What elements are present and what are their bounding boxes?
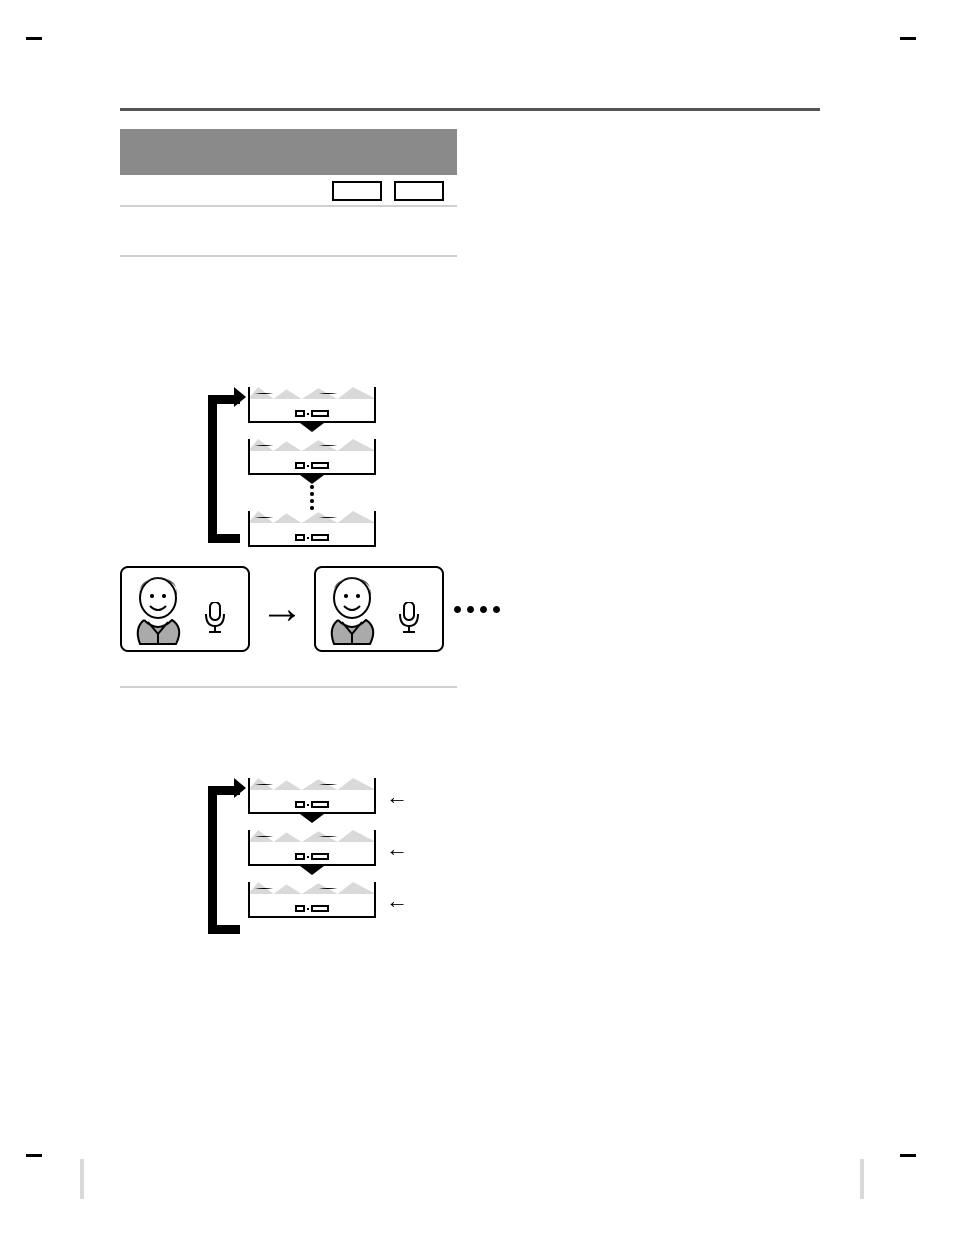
illustration-frame	[314, 566, 444, 652]
illustration-frame	[120, 566, 250, 652]
down-arrow-icon	[300, 866, 324, 875]
loop-diagram-bottom: ← ← ←	[120, 778, 457, 948]
illustration-sequence: →	[120, 566, 500, 652]
down-arrow-icon	[300, 475, 324, 484]
person-icon	[324, 574, 384, 646]
button-2[interactable]	[394, 181, 444, 201]
crop-mark	[900, 37, 916, 40]
button-1[interactable]	[332, 181, 382, 201]
top-rule	[120, 108, 820, 111]
right-arrow-icon: →	[260, 587, 304, 631]
loop-arrowhead-icon	[234, 387, 246, 407]
film-strip	[248, 830, 376, 866]
left-arrow-icon: ←	[386, 888, 408, 914]
down-arrow-icon	[300, 814, 324, 823]
ellipsis-vertical-icon	[310, 485, 314, 510]
person-icon	[130, 574, 190, 646]
crop-mark	[900, 1154, 916, 1157]
button-row	[332, 181, 820, 201]
film-strip	[248, 387, 376, 423]
page-content: →	[120, 108, 820, 948]
down-arrow-icon	[300, 423, 324, 432]
section-header	[120, 129, 457, 175]
ellipsis-icon	[454, 606, 500, 613]
page-margin-mark	[80, 1159, 84, 1199]
crop-mark	[26, 37, 42, 40]
loop-diagram-top: →	[120, 387, 457, 682]
microphone-icon	[202, 602, 230, 634]
microphone-icon	[396, 602, 424, 634]
loop-path	[208, 786, 240, 934]
film-strip	[248, 439, 376, 475]
page-margin-mark	[860, 1159, 864, 1199]
film-strip	[248, 778, 376, 814]
film-strip	[248, 511, 376, 547]
crop-mark	[26, 1154, 42, 1157]
loop-arrowhead-icon	[234, 778, 246, 798]
film-strip	[248, 882, 376, 918]
left-arrow-icon: ←	[386, 836, 408, 862]
loop-path	[208, 395, 240, 543]
left-arrow-icon: ←	[386, 784, 408, 810]
